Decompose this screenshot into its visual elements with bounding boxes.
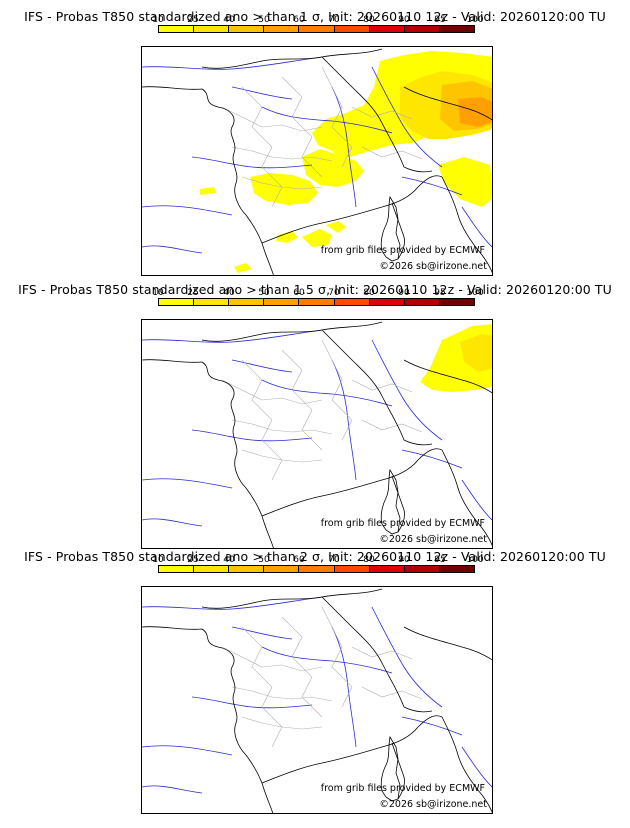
coastlines bbox=[142, 588, 492, 813]
copyright-credit: ©2026 sb@irizone.net bbox=[379, 534, 487, 545]
colorbar bbox=[158, 298, 475, 306]
colorbar-labels: 10 25 40 50 60 70 80 90 95 100 bbox=[0, 555, 483, 565]
colorbar-label: 50 bbox=[258, 15, 270, 25]
colorbar-label: 95 bbox=[434, 15, 446, 25]
colorbar-label: 90 bbox=[398, 15, 410, 25]
colorbar-label: 95 bbox=[434, 555, 446, 565]
colorbar-label: 50 bbox=[258, 288, 270, 298]
colorbar-segment bbox=[194, 26, 230, 32]
colorbar-label: 25 bbox=[187, 15, 199, 25]
data-source-credit: from grib files provided by ECMWF bbox=[320, 518, 485, 529]
colorbar-label: 40 bbox=[223, 15, 235, 25]
coastlines bbox=[142, 48, 492, 275]
panel-title: IFS - Probas T850 standardized ano > tha… bbox=[24, 549, 606, 564]
colorbar-segment bbox=[404, 566, 440, 572]
copyright-credit: ©2026 sb@irizone.net bbox=[379, 799, 487, 810]
colorbar bbox=[158, 25, 475, 33]
colorbar bbox=[158, 565, 475, 573]
admin-boundaries bbox=[221, 339, 423, 481]
colorbar-label: 10 bbox=[152, 288, 164, 298]
colorbar-label: 25 bbox=[187, 288, 199, 298]
colorbar-labels: 10 25 40 50 60 70 80 90 95 100 bbox=[0, 15, 483, 25]
colorbar-label: 60 bbox=[293, 15, 305, 25]
colorbar-label: 100 bbox=[466, 555, 484, 565]
colorbar-segment bbox=[159, 299, 195, 305]
colorbar-labels: 10 25 40 50 60 70 80 90 95 100 bbox=[0, 288, 483, 298]
map-area: from grib files provided by ECMWF ©2026 … bbox=[141, 319, 493, 549]
rivers bbox=[142, 329, 492, 527]
map-area: from grib files provided by ECMWF ©2026 … bbox=[141, 586, 493, 814]
map-svg bbox=[142, 321, 492, 548]
colorbar-segment bbox=[299, 26, 335, 32]
colorbar-label: 70 bbox=[328, 555, 340, 565]
panel-title: IFS - Probas T850 standardized ano > tha… bbox=[24, 9, 606, 24]
colorbar-label: 95 bbox=[434, 288, 446, 298]
colorbar-segment bbox=[264, 566, 300, 572]
colorbar-segment bbox=[194, 299, 230, 305]
colorbar-label: 60 bbox=[293, 288, 305, 298]
colorbar-segment bbox=[439, 26, 474, 32]
colorbar-segment bbox=[439, 566, 474, 572]
colorbar-segment bbox=[264, 299, 300, 305]
colorbar-label: 60 bbox=[293, 555, 305, 565]
colorbar-label: 40 bbox=[223, 555, 235, 565]
colorbar-segment bbox=[229, 26, 265, 32]
colorbar-segment bbox=[264, 26, 300, 32]
colorbar-label: 80 bbox=[363, 288, 375, 298]
admin-boundaries bbox=[221, 66, 423, 208]
map-area: from grib files provided by ECMWF ©2026 … bbox=[141, 46, 493, 276]
map-panel-1: IFS - Probas T850 standardized ano > tha… bbox=[0, 0, 630, 276]
colorbar-segment bbox=[404, 26, 440, 32]
colorbar-label: 80 bbox=[363, 15, 375, 25]
colorbar-label: 90 bbox=[398, 288, 410, 298]
colorbar-segment bbox=[334, 299, 370, 305]
copyright-credit: ©2026 sb@irizone.net bbox=[379, 261, 487, 272]
colorbar-segment bbox=[334, 566, 370, 572]
colorbar-label: 90 bbox=[398, 555, 410, 565]
colorbar-label: 40 bbox=[223, 288, 235, 298]
colorbar-label: 25 bbox=[187, 555, 199, 565]
map-svg bbox=[142, 588, 492, 813]
data-source-credit: from grib files provided by ECMWF bbox=[320, 245, 485, 256]
rivers bbox=[142, 596, 492, 794]
colorbar-segment bbox=[369, 299, 405, 305]
colorbar-label: 100 bbox=[466, 288, 484, 298]
rivers bbox=[142, 56, 492, 254]
probability-fill bbox=[200, 51, 492, 273]
colorbar-segment bbox=[369, 26, 405, 32]
colorbar-segment bbox=[439, 299, 474, 305]
colorbar-label: 80 bbox=[363, 555, 375, 565]
colorbar-segment bbox=[404, 299, 440, 305]
colorbar-segment bbox=[369, 566, 405, 572]
colorbar-label: 10 bbox=[152, 555, 164, 565]
colorbar-label: 70 bbox=[328, 15, 340, 25]
map-panel-3: IFS - Probas T850 standardized ano > tha… bbox=[0, 540, 630, 816]
colorbar-segment bbox=[229, 299, 265, 305]
colorbar-label: 10 bbox=[152, 15, 164, 25]
colorbar-segment bbox=[194, 566, 230, 572]
probability-fill bbox=[420, 324, 492, 392]
colorbar-segment bbox=[229, 566, 265, 572]
colorbar-segment bbox=[334, 26, 370, 32]
colorbar-label: 70 bbox=[328, 288, 340, 298]
admin-boundaries bbox=[221, 606, 423, 748]
colorbar-label: 50 bbox=[258, 555, 270, 565]
colorbar-segment bbox=[299, 566, 335, 572]
colorbar-segment bbox=[159, 26, 195, 32]
panel-title: IFS - Probas T850 standardized ano > tha… bbox=[18, 282, 612, 297]
colorbar-segment bbox=[299, 299, 335, 305]
data-source-credit: from grib files provided by ECMWF bbox=[320, 783, 485, 794]
coastlines bbox=[142, 321, 492, 548]
map-panel-2: IFS - Probas T850 standardized ano > tha… bbox=[0, 273, 630, 549]
colorbar-segment bbox=[159, 566, 195, 572]
colorbar-label: 100 bbox=[466, 15, 484, 25]
map-svg bbox=[142, 48, 492, 275]
